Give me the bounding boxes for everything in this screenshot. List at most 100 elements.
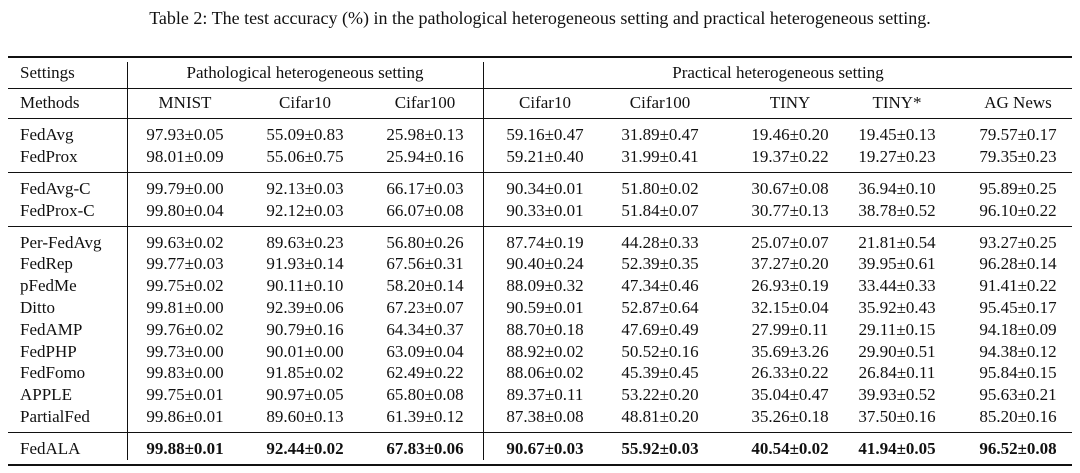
cell: 64.34±0.37: [386, 319, 464, 339]
column-header: MNIST: [158, 93, 212, 112]
cell: 61.39±0.12: [386, 407, 464, 426]
cell: 35.69±3.26: [751, 341, 829, 361]
cell: 35.26±0.18: [751, 407, 829, 426]
cell: 19.27±0.23: [858, 146, 936, 166]
cell: 99.88±0.01: [146, 439, 224, 458]
method-name: FedALA: [20, 439, 81, 458]
rule: [8, 56, 1072, 58]
cell: 35.04±0.47: [751, 385, 829, 405]
cell: 26.93±0.19: [751, 276, 829, 296]
cell: 91.93±0.14: [266, 254, 344, 274]
cell: 87.74±0.19: [506, 232, 584, 252]
cell: 85.20±0.16: [979, 407, 1057, 426]
rule: [8, 432, 1072, 433]
cell: 51.80±0.02: [621, 178, 699, 198]
cell: 30.77±0.13: [751, 200, 829, 220]
column-header: TINY: [769, 93, 811, 112]
cell: 90.79±0.16: [266, 319, 344, 339]
method-name: FedAMP: [20, 319, 83, 339]
cell: 90.34±0.01: [506, 178, 584, 198]
cell: 90.67±0.03: [506, 439, 584, 458]
cell: 92.12±0.03: [266, 200, 344, 220]
method-name: FedAvg: [20, 125, 74, 144]
header-cell: Methods: [20, 93, 80, 112]
rule: [8, 172, 1072, 173]
cell: 99.86±0.01: [146, 407, 224, 426]
cell: 55.92±0.03: [621, 439, 699, 458]
cell: 63.09±0.04: [386, 341, 464, 361]
cell: 99.75±0.01: [146, 385, 224, 405]
cell: 99.73±0.00: [146, 341, 224, 361]
cell: 91.85±0.02: [266, 363, 344, 383]
cell: 96.52±0.08: [979, 439, 1057, 458]
cell: 52.39±0.35: [621, 254, 699, 274]
cell: 79.57±0.17: [979, 125, 1057, 144]
cell: 93.27±0.25: [979, 232, 1057, 252]
group-header: Practical heterogeneous setting: [672, 63, 884, 82]
cell: 25.07±0.07: [751, 232, 829, 252]
cell: 33.44±0.33: [858, 276, 936, 296]
method-name: FedRep: [20, 254, 73, 274]
column-divider: [483, 62, 484, 460]
cell: 39.93±0.52: [858, 385, 936, 405]
cell: 89.63±0.23: [266, 232, 344, 252]
cell: 27.99±0.11: [751, 319, 829, 339]
method-name: FedProx-C: [20, 200, 95, 220]
cell: 67.23±0.07: [386, 298, 464, 317]
cell: 99.75±0.02: [146, 276, 224, 296]
cell: 95.84±0.15: [979, 363, 1057, 383]
cell: 47.69±0.49: [621, 319, 699, 339]
method-name: FedProx: [20, 146, 78, 166]
cell: 56.80±0.26: [386, 232, 464, 252]
caption: Table 2: The test accuracy (%) in the pa…: [149, 8, 931, 28]
method-name: Per-FedAvg: [20, 232, 102, 252]
cell: 45.39±0.45: [621, 363, 699, 383]
cell: 88.06±0.02: [506, 363, 584, 383]
cell: 94.38±0.12: [979, 341, 1057, 361]
cell: 59.16±0.47: [506, 125, 584, 144]
cell: 52.87±0.64: [621, 298, 699, 317]
cell: 38.78±0.52: [858, 200, 936, 220]
cell: 39.95±0.61: [858, 254, 936, 274]
cell: 88.92±0.02: [506, 341, 584, 361]
cell: 19.45±0.13: [858, 125, 936, 144]
cell: 87.38±0.08: [506, 407, 584, 426]
cell: 29.90±0.51: [858, 341, 936, 361]
cell: 88.09±0.32: [506, 276, 584, 296]
method-name: APPLE: [20, 385, 72, 405]
cell: 62.49±0.22: [386, 363, 464, 383]
column-divider: [127, 62, 128, 460]
rule: [8, 118, 1072, 119]
cell: 99.63±0.02: [146, 232, 224, 252]
cell: 67.56±0.31: [386, 254, 464, 274]
method-name: FedAvg-C: [20, 178, 91, 198]
cell: 92.44±0.02: [266, 439, 344, 458]
cell: 66.07±0.08: [386, 200, 464, 220]
method-name: FedFomo: [20, 363, 86, 383]
cell: 92.13±0.03: [266, 178, 344, 198]
cell: 55.09±0.83: [266, 125, 344, 144]
cell: 90.40±0.24: [506, 254, 584, 274]
cell: 90.97±0.05: [266, 385, 344, 405]
cell: 26.84±0.11: [858, 363, 936, 383]
cell: 31.99±0.41: [621, 146, 699, 166]
cell: 37.50±0.16: [858, 407, 936, 426]
cell: 65.80±0.08: [386, 385, 464, 405]
cell: 89.37±0.11: [506, 385, 584, 405]
cell: 88.70±0.18: [506, 319, 584, 339]
column-header: Cifar10: [279, 93, 331, 112]
method-name: pFedMe: [20, 276, 77, 296]
cell: 99.80±0.04: [146, 200, 224, 220]
cell: 19.46±0.20: [751, 125, 829, 144]
rule: [8, 464, 1072, 466]
cell: 90.11±0.10: [266, 276, 344, 296]
cell: 55.06±0.75: [266, 146, 344, 166]
cell: 25.98±0.13: [386, 125, 464, 144]
cell: 41.94±0.05: [858, 439, 936, 458]
rule: [8, 88, 1072, 89]
cell: 99.83±0.00: [146, 363, 224, 383]
cell: 97.93±0.05: [146, 125, 224, 144]
cell: 99.81±0.00: [146, 298, 224, 317]
cell: 26.33±0.22: [751, 363, 829, 383]
cell: 19.37±0.22: [751, 146, 829, 166]
